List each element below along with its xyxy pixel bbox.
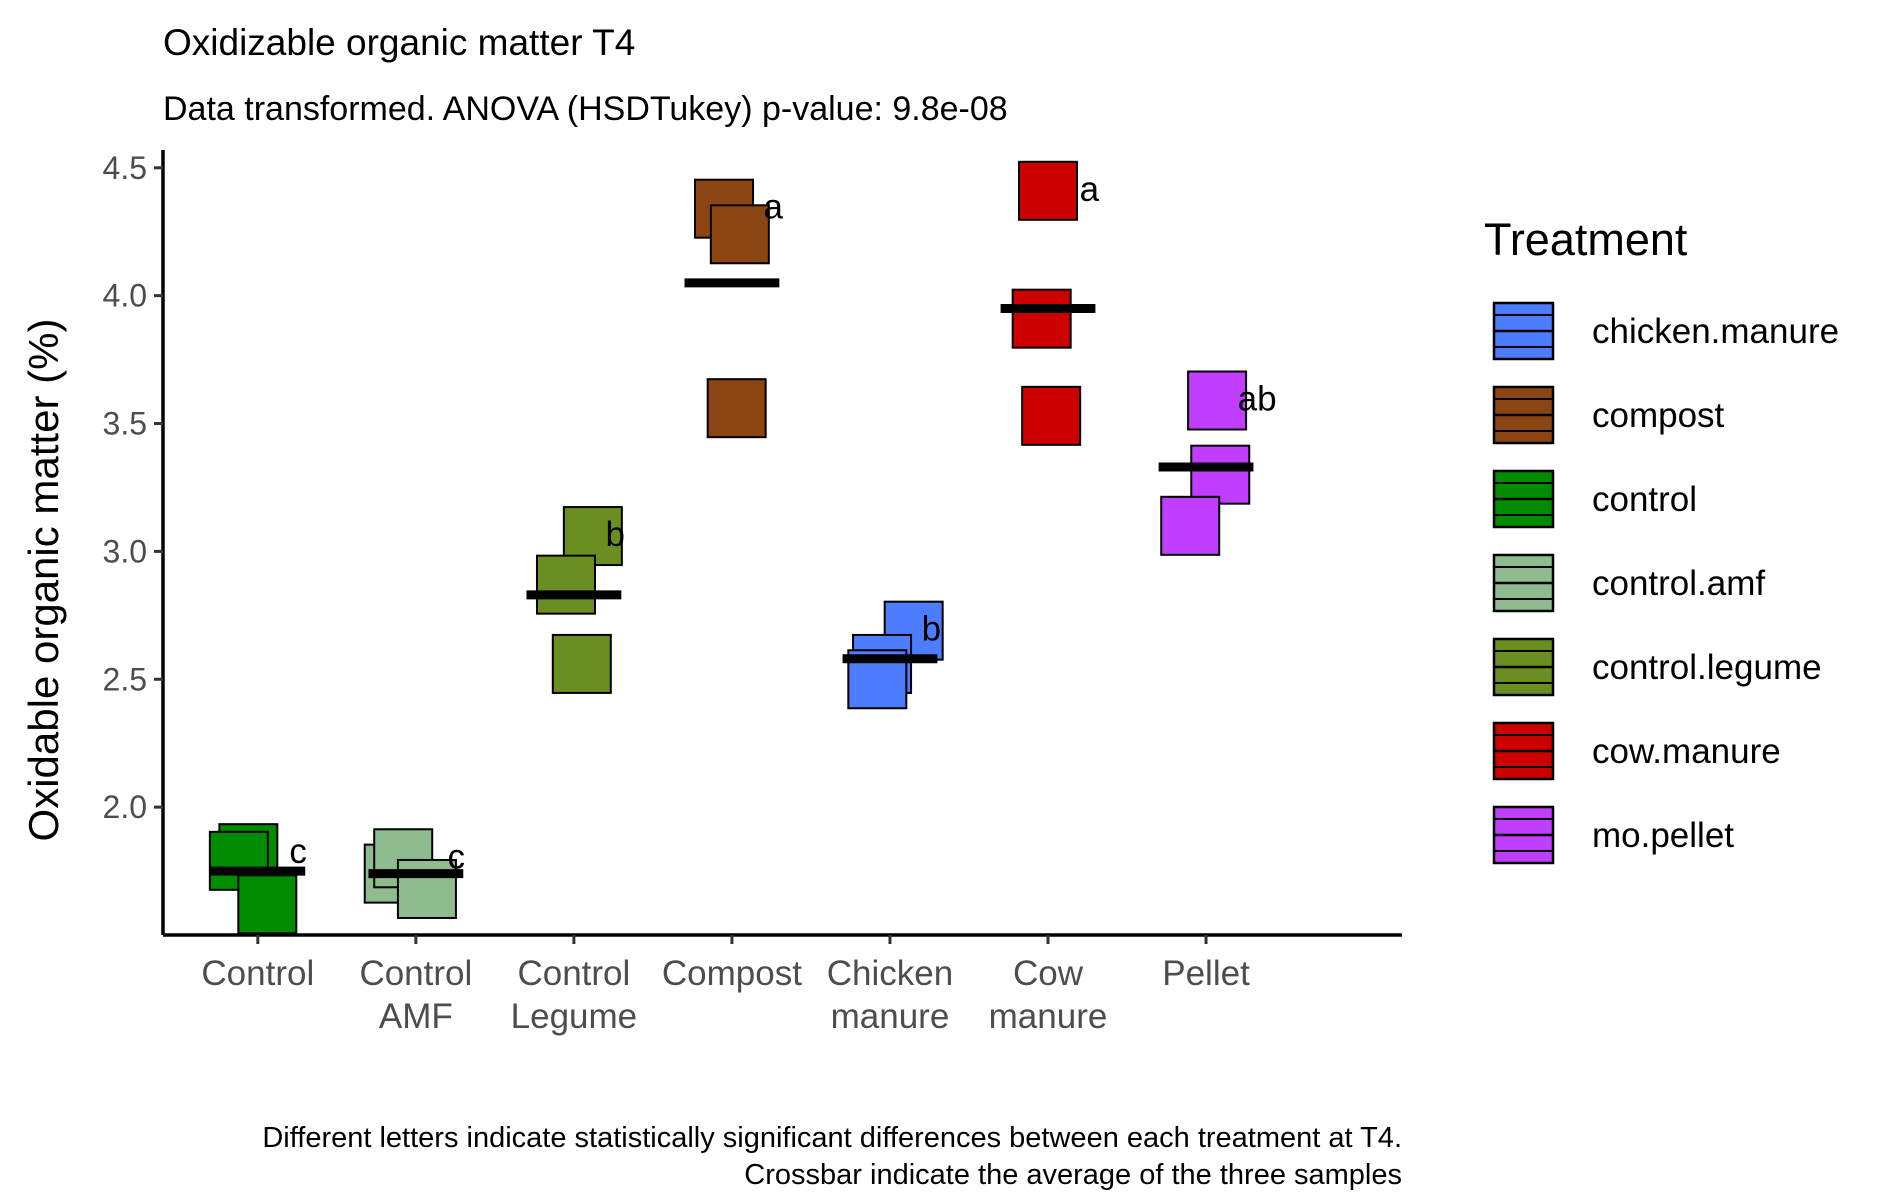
x-tick-label: Compost xyxy=(662,954,802,993)
data-point xyxy=(1190,444,1251,505)
significance-letter: b xyxy=(606,515,625,554)
legend-label: control.legume xyxy=(1592,648,1822,687)
chart-subtitle: Data transformed. ANOVA (HSDTukey) p-val… xyxy=(163,90,1008,128)
caption-line: Crossbar indicate the average of the thr… xyxy=(744,1159,1402,1191)
y-tick-label: 2.0 xyxy=(103,789,147,825)
x-tick-label: Legume xyxy=(511,997,637,1036)
legend-label: compost xyxy=(1592,396,1725,435)
significance-letter: c xyxy=(289,832,307,871)
y-tick-label: 4.5 xyxy=(103,150,147,186)
data-point xyxy=(237,874,298,935)
data-point xyxy=(1021,385,1082,446)
legend: Treatment chicken.manure compost control co… xyxy=(1484,214,1839,865)
x-tick-label: manure xyxy=(989,997,1108,1036)
data-point xyxy=(1187,370,1248,431)
legend-label: control.amf xyxy=(1592,564,1765,603)
legend-label: control xyxy=(1592,480,1697,519)
y-tick-label: 3.5 xyxy=(103,406,147,442)
x-tick-label: manure xyxy=(831,997,950,1036)
significance-letter: a xyxy=(1080,170,1100,209)
data-point xyxy=(535,554,596,615)
caption-line: Different letters indicate statistically… xyxy=(262,1122,1402,1154)
significance-letter: ab xyxy=(1238,380,1277,419)
data-point xyxy=(1160,495,1221,556)
significance-letter: b xyxy=(922,610,941,649)
data-point xyxy=(1018,160,1078,221)
significance-letter: a xyxy=(764,188,784,227)
legend-label: mo.pellet xyxy=(1592,816,1734,855)
x-tick-label: Pellet xyxy=(1162,954,1250,993)
x-tick-label: Control xyxy=(517,954,630,993)
x-tick-label: Cow xyxy=(1013,954,1084,993)
data-point xyxy=(1011,288,1072,349)
significance-letter: c xyxy=(447,837,465,876)
data-point xyxy=(709,204,770,265)
y-tick-label: 4.0 xyxy=(103,278,147,314)
data-point xyxy=(706,378,767,439)
y-axis-label: Oxidable organic matter (%) xyxy=(20,319,67,842)
caption: Different letters indicate statistically… xyxy=(262,1122,1402,1191)
y-tick-label: 3.0 xyxy=(103,533,147,569)
y-tick-label: 2.5 xyxy=(103,661,147,697)
x-tick-label: AMF xyxy=(379,997,453,1036)
plot-area: 2.0 2.5 3.0 3.5 4.0 4.5 Control c Control AMF c Con… xyxy=(103,150,1402,1036)
x-tick-label: Control xyxy=(201,954,314,993)
legend-title: Treatment xyxy=(1484,214,1688,265)
chart-title: Oxidizable organic matter T4 xyxy=(163,22,635,63)
x-tick-label: Chicken xyxy=(827,954,953,993)
legend-label: cow.manure xyxy=(1592,732,1781,771)
legend-label: chicken.manure xyxy=(1592,312,1839,351)
data-point xyxy=(551,633,612,694)
x-tick-label: Control xyxy=(359,954,472,993)
